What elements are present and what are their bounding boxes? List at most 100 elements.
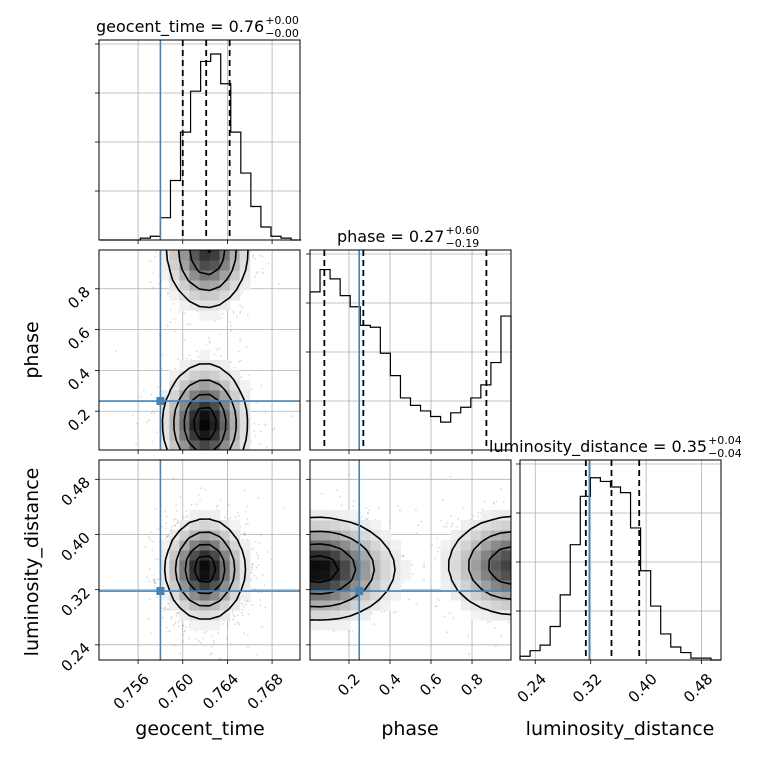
sample-point (241, 232, 243, 234)
sample-point (256, 521, 258, 523)
density-cell (199, 530, 211, 541)
sample-point (212, 218, 214, 220)
density-cell (239, 420, 251, 431)
sample-point (513, 569, 515, 571)
sample-point (530, 555, 532, 557)
density-cell (169, 580, 180, 591)
sample-point (587, 562, 589, 564)
sample-point (368, 509, 370, 512)
sample-point (306, 627, 308, 629)
sample-point (216, 237, 218, 239)
sample-point (533, 544, 535, 546)
sample-point (524, 541, 526, 543)
sample-point (166, 324, 169, 327)
sample-point (194, 242, 196, 244)
sample-point (237, 235, 239, 237)
sample-point (285, 612, 287, 614)
sample-point (237, 614, 240, 617)
sample-point (189, 207, 191, 209)
sample-point (216, 463, 218, 465)
sample-point (187, 240, 189, 242)
sample-point (241, 306, 244, 309)
sample-point (213, 196, 215, 198)
sample-point (278, 578, 280, 580)
sample-point (167, 293, 169, 295)
density-cell (209, 380, 221, 391)
sample-point (156, 386, 159, 388)
sample-point (536, 564, 538, 566)
density-cell (189, 440, 200, 450)
sample-point (282, 579, 284, 581)
sample-point (176, 522, 179, 525)
sample-point (513, 522, 515, 524)
sample-point (521, 565, 523, 567)
sample-point (259, 254, 262, 257)
density-cell (169, 560, 180, 571)
sample-point (457, 518, 459, 520)
sample-point (285, 557, 287, 559)
sample-point (237, 511, 240, 514)
sample-point (148, 419, 151, 422)
sample-point (176, 519, 179, 522)
sample-point (213, 232, 215, 234)
sample-point (154, 580, 156, 583)
sample-point (185, 481, 187, 483)
density-cell (189, 300, 200, 311)
sample-point (219, 354, 222, 357)
sample-point (150, 412, 153, 415)
sample-point (212, 205, 214, 207)
sample-point (529, 596, 531, 598)
sample-point (367, 512, 369, 514)
sample-point (540, 531, 542, 533)
sample-point (530, 578, 532, 580)
sample-point (541, 519, 543, 521)
sample-point (522, 547, 524, 549)
sample-point (201, 456, 203, 458)
density-cell (209, 270, 221, 281)
sample-point (297, 526, 299, 528)
sample-point (239, 340, 241, 343)
sample-point (211, 197, 213, 199)
sample-point (229, 321, 232, 324)
sample-point (269, 551, 271, 553)
sample-point (185, 489, 187, 491)
sample-point (287, 598, 289, 600)
sample-point (543, 604, 545, 606)
panel-frame (519, 459, 722, 661)
density-cell (219, 550, 231, 561)
density-cell (239, 430, 251, 441)
sample-point (224, 247, 226, 249)
sample-point (163, 237, 165, 239)
density-cell (209, 610, 221, 621)
sample-point (248, 225, 250, 227)
sample-point (238, 515, 240, 517)
sample-point (483, 500, 486, 503)
sample-point (216, 229, 218, 231)
x-tick-label: 0.4 (375, 670, 405, 700)
sample-point (253, 584, 255, 586)
sample-point (187, 458, 189, 460)
sample-point (250, 440, 252, 442)
sample-point (246, 207, 248, 209)
sample-point (210, 451, 212, 453)
sample-point (186, 202, 188, 204)
sample-point (211, 204, 213, 206)
sample-point (543, 536, 545, 538)
sample-point (218, 466, 220, 468)
sample-point (277, 520, 279, 522)
sample-point (245, 603, 247, 606)
sample-point (525, 570, 527, 572)
sample-point (296, 576, 298, 578)
sample-point (210, 461, 212, 463)
sample-point (255, 577, 258, 580)
density-cell (179, 440, 190, 450)
sample-point (528, 550, 530, 552)
sample-point (295, 630, 297, 632)
sample-point (500, 488, 502, 490)
sample-point (248, 451, 250, 453)
sample-point (514, 518, 516, 520)
density-cell (219, 430, 231, 441)
sample-point (353, 500, 355, 503)
sample-point (188, 203, 190, 205)
sample-point (537, 546, 539, 548)
